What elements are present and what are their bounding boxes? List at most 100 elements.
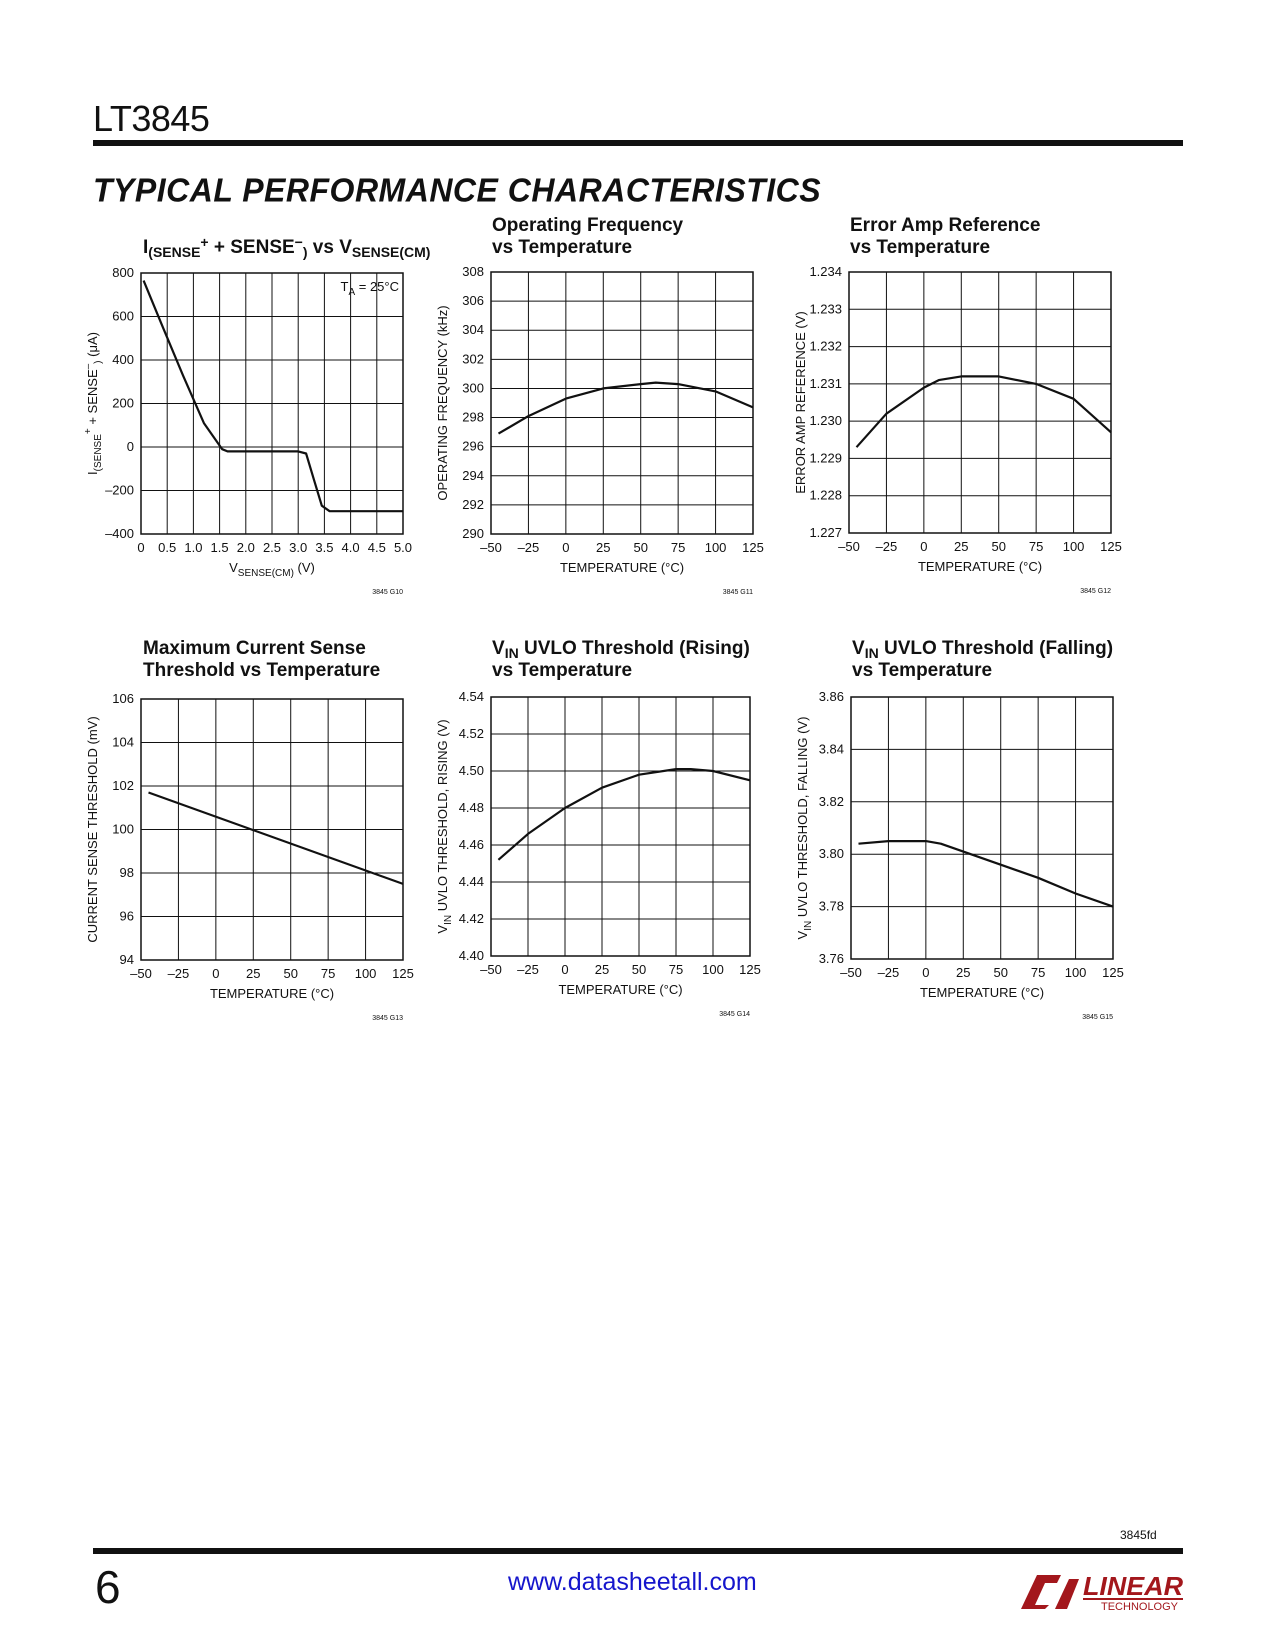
x-tick-label: 0 <box>212 966 219 981</box>
y-tick-label: 200 <box>112 396 134 411</box>
chart-title-line: Error Amp Reference <box>850 215 1040 236</box>
y-tick-label: 4.44 <box>459 874 484 889</box>
y-tick-label: 106 <box>112 691 134 706</box>
plot-frame <box>490 696 751 957</box>
y-tick-label: 96 <box>120 909 134 924</box>
x-tick-label: 5.0 <box>394 540 412 555</box>
y-tick-label: 4.42 <box>459 911 484 926</box>
figure-id: 3845 G12 <box>1080 588 1111 595</box>
x-tick-label: 2.0 <box>237 540 255 555</box>
document-id: 3845fd <box>1120 1528 1157 1542</box>
y-tick-label: 3.86 <box>819 689 844 704</box>
y-tick-label: 4.40 <box>459 948 484 963</box>
figure-id: 3845 G14 <box>719 1011 750 1018</box>
y-tick-label: 294 <box>462 468 484 483</box>
x-tick-label: 4.5 <box>368 540 386 555</box>
x-tick-label: 75 <box>1029 539 1043 554</box>
y-tick-label: 3.80 <box>819 846 844 861</box>
y-tick-label: 300 <box>462 380 484 395</box>
x-axis-label: TEMPERATURE (°C) <box>210 986 334 1001</box>
y-tick-label: 308 <box>462 264 484 279</box>
x-tick-label: –50 <box>838 539 860 554</box>
x-tick-label: 75 <box>321 966 335 981</box>
x-tick-label: –25 <box>517 962 539 977</box>
y-tick-label: 400 <box>112 352 134 367</box>
y-tick-label: 1.228 <box>809 488 842 503</box>
chart-title-line: Maximum Current Sense <box>143 638 366 659</box>
x-tick-label: 4.0 <box>342 540 360 555</box>
y-axis-label: VIN UVLO THRESHOLD, RISING (V) <box>435 719 454 933</box>
y-tick-label: 306 <box>462 293 484 308</box>
y-tick-label: 1.234 <box>809 264 842 279</box>
x-tick-label: 50 <box>633 540 647 555</box>
logo-text: LINEAR <box>1083 1571 1183 1601</box>
chart-g14: VIN UVLO Threshold (Rising)vs Temperatur… <box>435 638 761 1018</box>
chart-g15: VIN UVLO Threshold (Falling)vs Temperatu… <box>795 638 1124 1021</box>
figure-id: 3845 G11 <box>723 589 753 596</box>
chart-title-line: I(SENSE+ + SENSE−) vs VSENSE(CM) <box>143 234 430 260</box>
figure-id: 3845 G13 <box>372 1015 403 1022</box>
y-tick-label: 4.52 <box>459 726 484 741</box>
chart-title-line: VIN UVLO Threshold (Rising) <box>492 638 750 661</box>
x-tick-label: 125 <box>739 962 761 977</box>
x-tick-label: –25 <box>168 966 190 981</box>
x-tick-label: 125 <box>1102 965 1124 980</box>
linear-technology-logo: LINEAR TECHNOLOGY <box>1021 1571 1183 1613</box>
x-tick-label: 2.5 <box>263 540 281 555</box>
x-tick-label: 100 <box>355 966 377 981</box>
x-tick-label: 1.0 <box>184 540 202 555</box>
x-tick-label: 100 <box>705 540 727 555</box>
x-axis-label: TEMPERATURE (°C) <box>558 982 682 997</box>
x-tick-label: 0 <box>562 540 569 555</box>
y-tick-label: 800 <box>112 265 134 280</box>
footer-link[interactable]: www.datasheetall.com <box>508 1568 757 1596</box>
x-axis-label: TEMPERATURE (°C) <box>918 559 1042 574</box>
part-number: LT3845 <box>93 98 210 139</box>
chart-title-line: vs Temperature <box>492 660 632 681</box>
x-tick-label: 125 <box>1100 539 1122 554</box>
y-tick-label: 298 <box>462 410 484 425</box>
y-tick-label: 1.232 <box>809 339 842 354</box>
y-axis-label: OPERATING FREQUENCY (kHz) <box>435 305 450 500</box>
y-tick-label: 1.231 <box>809 376 842 391</box>
y-tick-label: 304 <box>462 322 484 337</box>
y-tick-label: 100 <box>112 822 134 837</box>
chart-title-line: VIN UVLO Threshold (Falling) <box>852 638 1113 661</box>
series-line <box>855 375 1112 448</box>
y-tick-label: 292 <box>462 497 484 512</box>
chart-title-line: Threshold vs Temperature <box>143 660 380 681</box>
x-tick-label: 50 <box>991 539 1005 554</box>
y-tick-label: 302 <box>462 351 484 366</box>
x-tick-label: 3.0 <box>289 540 307 555</box>
y-tick-label: –400 <box>105 526 134 541</box>
x-tick-label: 25 <box>956 965 970 980</box>
plot-frame <box>848 271 1112 534</box>
y-tick-label: 290 <box>462 526 484 541</box>
y-tick-label: 4.46 <box>459 837 484 852</box>
x-tick-label: 100 <box>702 962 724 977</box>
y-axis-label: VIN UVLO THRESHOLD, FALLING (V) <box>795 717 814 940</box>
y-tick-label: 0 <box>127 439 134 454</box>
x-tick-label: 0 <box>137 540 144 555</box>
plot-frame <box>490 271 754 535</box>
x-tick-label: 0.5 <box>158 540 176 555</box>
x-tick-label: 3.5 <box>315 540 333 555</box>
series-line <box>148 791 404 885</box>
x-axis-label: VSENSE(CM) (V) <box>229 560 315 579</box>
x-tick-label: 75 <box>1031 965 1045 980</box>
section-title: TYPICAL PERFORMANCE CHARACTERISTICS <box>93 171 822 209</box>
x-tick-label: 125 <box>392 966 414 981</box>
series-line <box>142 280 403 513</box>
chart-g10: I(SENSE+ + SENSE−) vs VSENSE(CM) –400 –200… <box>83 234 430 596</box>
y-tick-label: 600 <box>112 309 134 324</box>
x-tick-label: 25 <box>954 539 968 554</box>
x-tick-label: 50 <box>632 962 646 977</box>
x-tick-label: –50 <box>840 965 862 980</box>
x-tick-label: 125 <box>742 540 764 555</box>
x-tick-label: 25 <box>246 966 260 981</box>
figure-id: 3845 G15 <box>1082 1014 1113 1021</box>
y-tick-label: 94 <box>120 952 134 967</box>
y-axis-label: I(SENSE+ + SENSE–) (μA) <box>83 332 104 475</box>
